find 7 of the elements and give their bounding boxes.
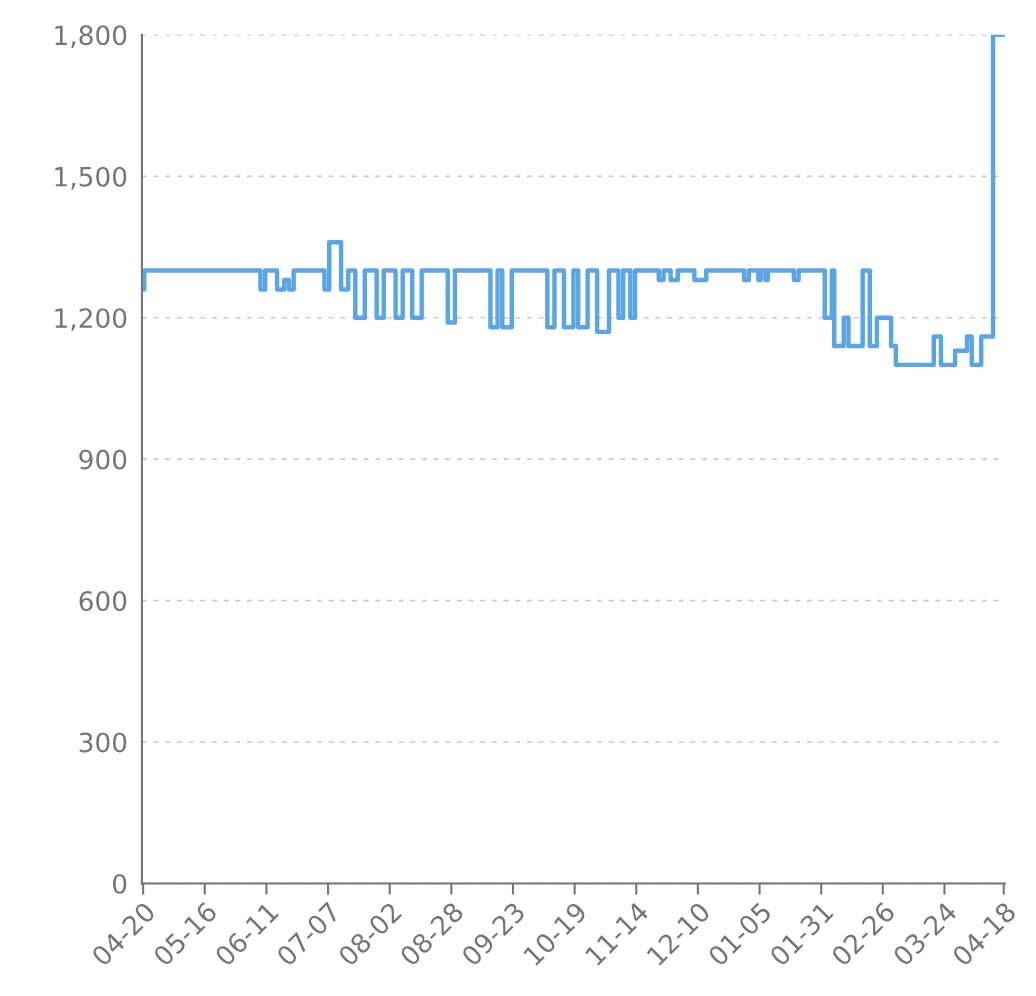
y-tick-label: 1,500 bbox=[55, 166, 127, 190]
y-tick-label: 0 bbox=[112, 873, 127, 894]
y-tick-label: 1,200 bbox=[55, 308, 127, 331]
y-tick-label: 300 bbox=[79, 732, 127, 753]
y-tick-label: 900 bbox=[79, 449, 127, 470]
y-tick-label: 600 bbox=[79, 591, 127, 611]
y-tick-label: 1,800 bbox=[55, 25, 127, 48]
